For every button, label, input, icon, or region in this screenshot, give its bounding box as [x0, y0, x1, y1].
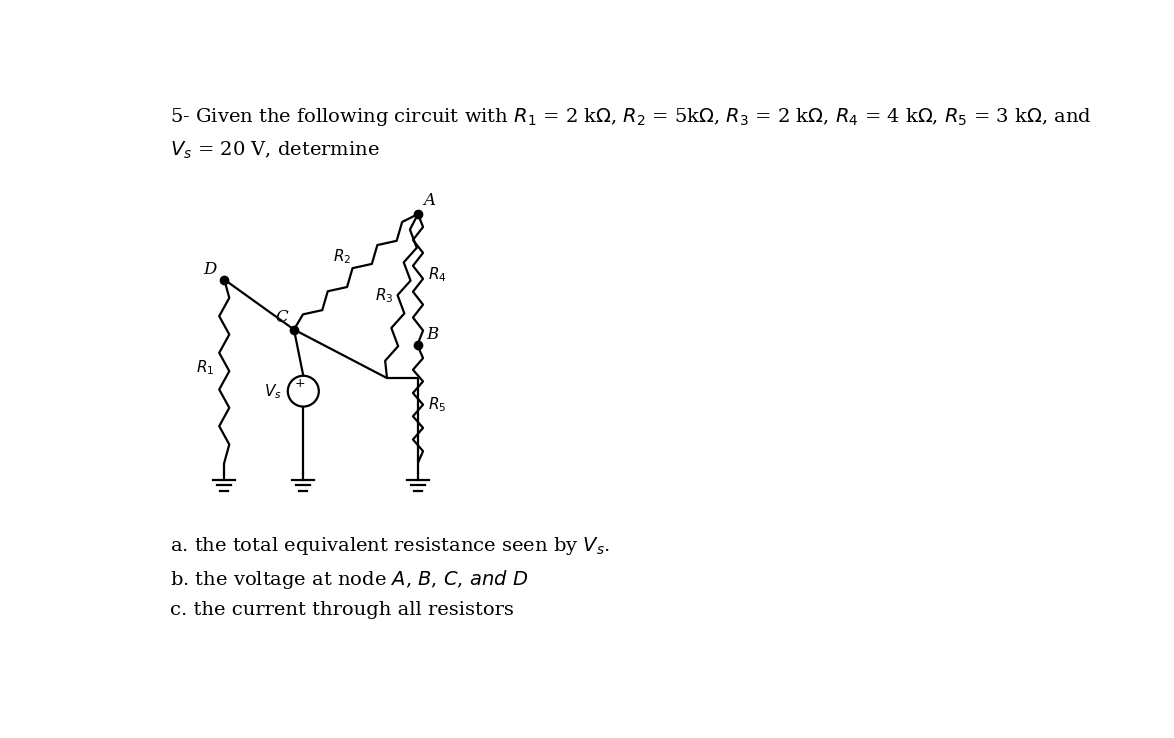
Text: $R_4$: $R_4$ — [429, 266, 447, 284]
Text: 5- Given the following circuit with $R_1$ = 2 k$\Omega$, $R_2$ = 5k$\Omega$, $R_: 5- Given the following circuit with $R_1… — [170, 106, 1092, 128]
Text: $R_3$: $R_3$ — [375, 287, 393, 306]
Text: B: B — [426, 326, 438, 343]
Text: A: A — [424, 193, 436, 210]
Text: $R_5$: $R_5$ — [429, 396, 446, 414]
Text: $V_s$ = 20 V, determine: $V_s$ = 20 V, determine — [170, 139, 379, 161]
Text: C: C — [276, 308, 289, 325]
Text: $V_s$: $V_s$ — [264, 382, 282, 401]
Text: $R_1$: $R_1$ — [196, 358, 214, 376]
Text: $R_2$: $R_2$ — [333, 247, 351, 266]
Text: b. the voltage at node $A$, $B$, $C$, $and$ $D$: b. the voltage at node $A$, $B$, $C$, $a… — [170, 568, 528, 591]
Text: c. the current through all resistors: c. the current through all resistors — [170, 601, 514, 619]
Text: +: + — [295, 377, 305, 390]
Text: D: D — [203, 261, 216, 278]
Text: a. the total equivalent resistance seen by $V_s$.: a. the total equivalent resistance seen … — [170, 535, 610, 557]
